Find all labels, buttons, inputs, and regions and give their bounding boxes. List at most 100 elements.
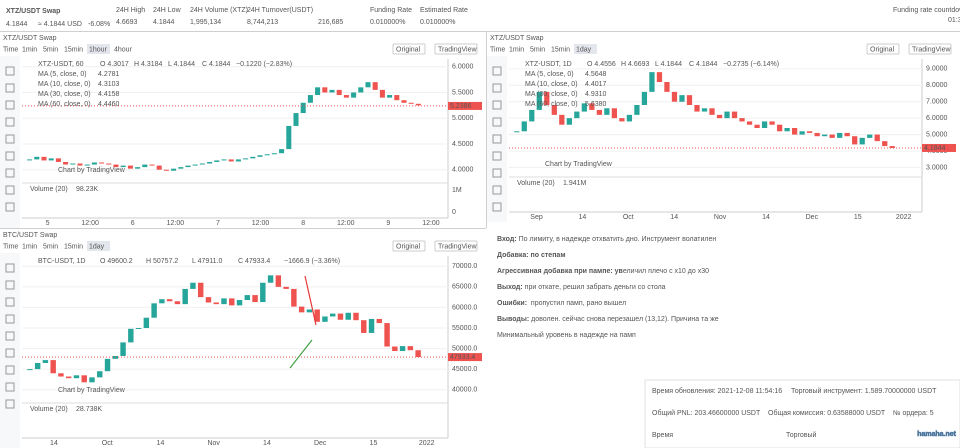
- interval-button[interactable]: 4hour: [114, 46, 133, 53]
- tool-icon[interactable]: [5, 168, 15, 178]
- toolbar-button[interactable]: [434, 43, 478, 55]
- tool-icon[interactable]: [5, 185, 15, 195]
- interval-button[interactable]: Time: [3, 243, 18, 250]
- note-part: Вход:: [497, 236, 517, 243]
- annotation-arrow: [304, 275, 317, 326]
- tool-icon[interactable]: [492, 185, 502, 195]
- note-line: Добавка: по степам: [497, 251, 566, 259]
- ma-value: 4.9310: [585, 91, 607, 98]
- ma-label: MA (5, close, 0): [525, 71, 574, 78]
- tool-icon[interactable]: [5, 382, 15, 392]
- interval-button[interactable]: 15min: [64, 243, 83, 250]
- candle: [399, 346, 406, 352]
- info-instrument: Торговый инструмент: 1.589.70000000 USDT: [791, 387, 937, 395]
- candle: [604, 108, 610, 115]
- toolbar-button[interactable]: [866, 43, 900, 55]
- interval-button[interactable]: Time: [3, 46, 18, 53]
- chart-watermark[interactable]: Chart by TradingView: [58, 167, 126, 174]
- candle: [257, 155, 263, 157]
- note-part: пропустил памп, рано вышел: [527, 300, 626, 307]
- x-tick-label: 9: [386, 220, 390, 227]
- interval-button[interactable]: 1hour: [89, 46, 108, 53]
- interval-button[interactable]: 5min: [530, 46, 545, 53]
- tool-icon[interactable]: [492, 151, 502, 161]
- candle: [156, 165, 162, 170]
- chart-watermark[interactable]: Chart by TradingView: [545, 161, 613, 168]
- tool-icon[interactable]: [492, 134, 502, 144]
- tool-icon[interactable]: [5, 100, 15, 110]
- tool-icon[interactable]: [5, 263, 15, 273]
- interval-button[interactable]: 1min: [509, 46, 524, 53]
- tool-icon[interactable]: [5, 297, 15, 307]
- interval-button[interactable]: 1day: [576, 46, 592, 53]
- toolbar-button[interactable]: [434, 240, 478, 252]
- x-tick-label: 14: [670, 214, 678, 221]
- x-tick-label: 15: [854, 214, 862, 221]
- candle: [236, 300, 243, 306]
- ma-label: MA (10, close, 0): [525, 81, 578, 88]
- price-tag: [448, 101, 482, 110]
- tool-icon[interactable]: [492, 117, 502, 127]
- candle: [329, 313, 336, 317]
- interval-button[interactable]: 15min: [64, 46, 83, 53]
- candle: [322, 316, 328, 322]
- interval-button[interactable]: 1min: [22, 243, 37, 250]
- tool-icon[interactable]: [5, 365, 15, 375]
- tool-icon[interactable]: [5, 83, 15, 93]
- tool-icon[interactable]: [5, 331, 15, 341]
- interval-button[interactable]: 15min: [551, 46, 570, 53]
- candle: [634, 105, 640, 115]
- interval-button[interactable]: Time: [490, 46, 505, 53]
- interval-active: [574, 44, 597, 54]
- y-tick-label: 4.0000: [452, 167, 474, 174]
- toolbar-button-label[interactable]: Original: [396, 243, 421, 250]
- tool-icon[interactable]: [5, 66, 15, 76]
- note-part: Ошибки:: [497, 299, 527, 307]
- tool-icon[interactable]: [492, 66, 502, 76]
- legend-ohlc: H 4.3184: [134, 61, 163, 68]
- legend-ohlc: L 4.1844: [168, 61, 195, 68]
- tool-icon[interactable]: [492, 202, 502, 212]
- y-tick-label: 9.0000: [926, 66, 948, 73]
- toolbar-button-label[interactable]: TradingView: [438, 46, 477, 53]
- volume-label: Volume (20): [30, 406, 68, 413]
- tool-icon[interactable]: [492, 83, 502, 93]
- toolbar-button-label[interactable]: TradingView: [438, 243, 477, 250]
- x-tick-label: 2022: [896, 214, 912, 221]
- interval-button[interactable]: 1min: [22, 46, 37, 53]
- candle: [746, 121, 753, 125]
- stat-label: Funding Rate: [370, 7, 412, 14]
- toolbar-button[interactable]: [392, 43, 426, 55]
- candle: [867, 134, 873, 138]
- toolbar-button-label[interactable]: Original: [396, 46, 421, 53]
- tool-icon[interactable]: [5, 348, 15, 358]
- toolbar-button-label[interactable]: TradingView: [912, 46, 951, 53]
- toolbar-button[interactable]: [392, 240, 426, 252]
- toolbar-button-label[interactable]: Original: [870, 46, 895, 53]
- tool-icon[interactable]: [492, 100, 502, 110]
- tool-icon[interactable]: [492, 168, 502, 178]
- price-tag-label: 4.1844: [924, 145, 946, 152]
- tool-icon[interactable]: [5, 280, 15, 290]
- candle: [361, 320, 367, 333]
- candle: [521, 121, 527, 132]
- toolbar-button[interactable]: [908, 43, 952, 55]
- candle: [776, 124, 783, 132]
- candle: [293, 113, 299, 126]
- tool-icon[interactable]: [5, 134, 15, 144]
- note-part: при откате, решил забрать деньги со стол…: [523, 283, 666, 291]
- legend-change: −0.1220 (−2.83%): [236, 61, 292, 68]
- candle: [159, 299, 165, 304]
- tool-icon[interactable]: [5, 399, 15, 409]
- interval-button[interactable]: 5min: [43, 46, 58, 53]
- ma-value: 4.2781: [98, 71, 120, 78]
- interval-button[interactable]: 5min: [43, 243, 58, 250]
- candle: [761, 121, 768, 128]
- candle: [192, 164, 198, 166]
- chart-watermark[interactable]: Chart by TradingView: [58, 387, 126, 394]
- tool-icon[interactable]: [5, 117, 15, 127]
- interval-button[interactable]: 1day: [89, 243, 105, 250]
- tool-icon[interactable]: [5, 314, 15, 324]
- tool-icon[interactable]: [5, 202, 15, 212]
- tool-icon[interactable]: [5, 151, 15, 161]
